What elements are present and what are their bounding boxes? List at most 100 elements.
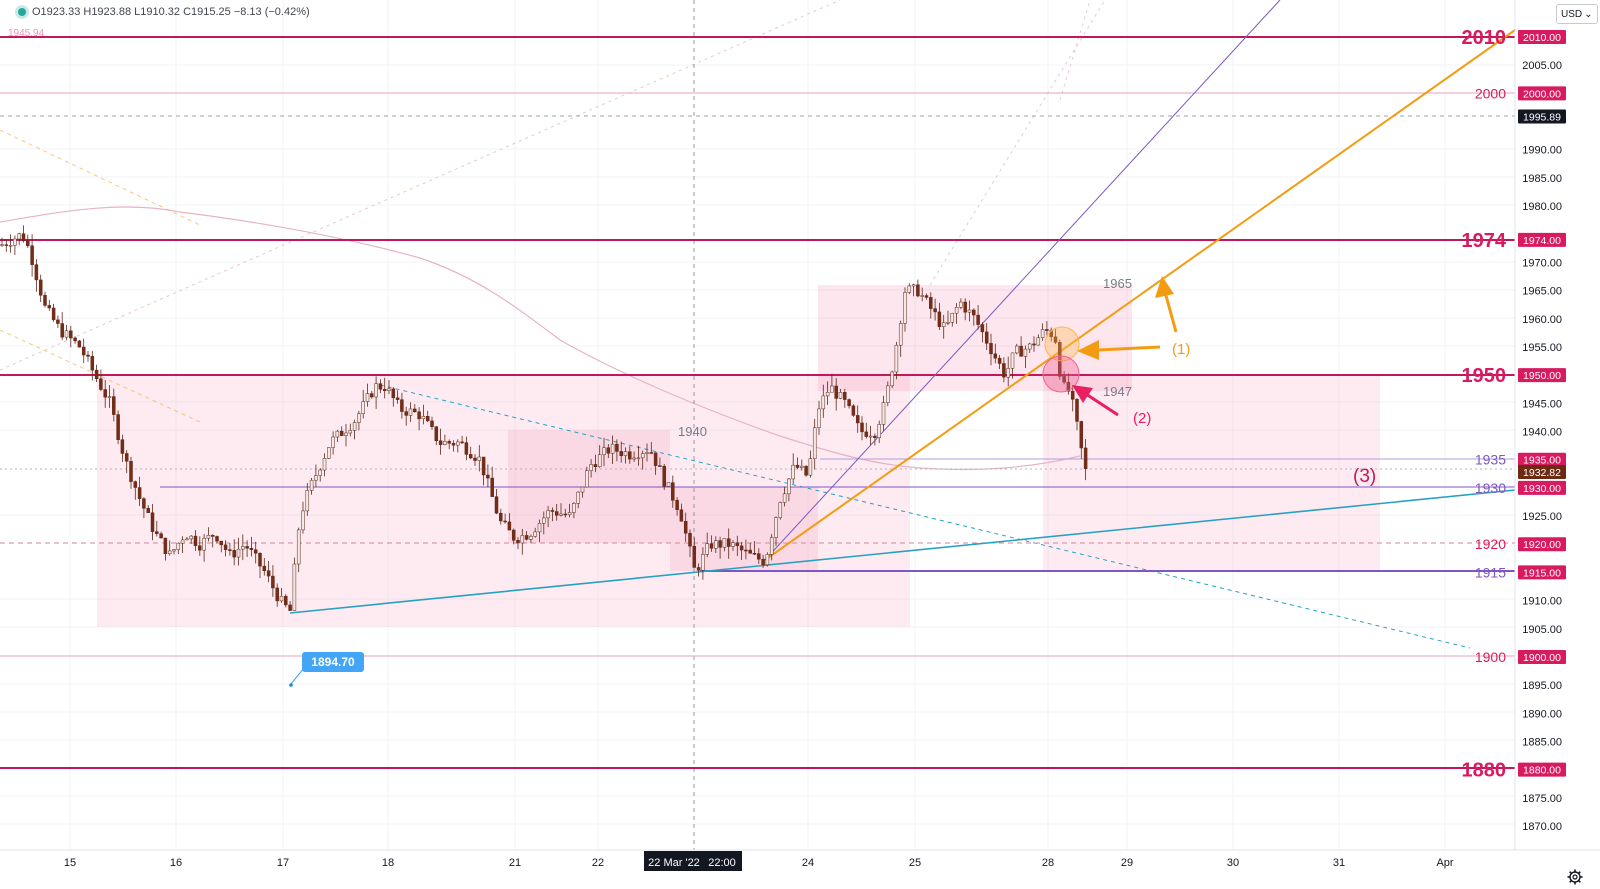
- candle-body: [90, 356, 95, 371]
- candle-body: [855, 415, 860, 424]
- candle-body: [1066, 381, 1071, 392]
- price-badge-label: 1920.00: [1523, 539, 1561, 551]
- level-label-1935: 1935: [1475, 452, 1506, 468]
- candle-body: [219, 540, 224, 546]
- candle-body: [946, 321, 950, 324]
- price-badge: [1518, 537, 1566, 552]
- candle-body: [1040, 329, 1045, 339]
- candle-body: [1002, 363, 1006, 378]
- price-tick-label: 2005.00: [1522, 60, 1562, 72]
- candle-body: [473, 457, 477, 461]
- candle-body: [167, 550, 172, 555]
- candle-body: [4, 244, 9, 246]
- ohlc-legend: O1923.33 H1923.88 L1910.32 C1915.25 −8.1…: [18, 6, 310, 18]
- candle-body: [331, 436, 335, 448]
- level-label-1915: 1915: [1475, 564, 1506, 580]
- candle-body: [146, 508, 150, 513]
- currency-label: USD: [1561, 8, 1583, 20]
- zone-label-1940: 1940: [678, 424, 707, 439]
- price-badge-label: 1974.00: [1523, 235, 1561, 247]
- candle-body: [739, 545, 744, 551]
- candle-body: [456, 441, 460, 446]
- pink-arrow: [1072, 385, 1119, 417]
- breakdown-highlight-circle: [1042, 355, 1080, 393]
- candle-body: [206, 534, 211, 539]
- candle-body: [701, 554, 705, 571]
- candle-body: [150, 512, 155, 532]
- candle-body: [258, 552, 262, 567]
- candle-body: [662, 465, 666, 487]
- time-tick-label: 21: [509, 857, 521, 869]
- marker-label-3: (3): [1353, 466, 1376, 487]
- price-tick-label: 1970.00: [1522, 257, 1562, 269]
- candle-body: [99, 378, 103, 390]
- candle-body: [266, 570, 271, 577]
- candle-body: [800, 465, 804, 468]
- price-tick-label: 1870.00: [1522, 821, 1562, 833]
- candle-body: [107, 396, 112, 398]
- candle-body: [73, 337, 77, 342]
- candle-body: [653, 452, 658, 466]
- candle-body: [198, 545, 202, 551]
- candle-body: [520, 535, 525, 544]
- candle-body: [774, 517, 778, 538]
- price-axis[interactable]: 2005.00 1990.00 1985.00 1980.00 1970.00 1965.…: [1522, 60, 1562, 833]
- candle-body: [137, 487, 142, 499]
- candle-body: [692, 545, 697, 568]
- candle-body: [572, 503, 576, 513]
- price-tick-label: 1875.00: [1522, 793, 1562, 805]
- candle-body: [468, 454, 473, 459]
- candle-body: [817, 408, 821, 428]
- candle-body: [236, 548, 241, 558]
- candle-body: [413, 408, 417, 413]
- candle-body: [352, 422, 357, 431]
- price-badge-label: 1880.00: [1523, 765, 1561, 777]
- candle-body: [288, 604, 292, 611]
- currency-dropdown[interactable]: USD ⌄: [1556, 4, 1598, 24]
- candle-body: [275, 587, 279, 602]
- candle-body: [301, 510, 305, 531]
- candle-body: [1006, 368, 1010, 378]
- candle-body: [34, 264, 39, 281]
- candle-body: [322, 458, 327, 471]
- candle-body: [714, 540, 718, 549]
- candle-body: [142, 498, 146, 509]
- candle-body: [847, 399, 851, 407]
- time-tick-label: 18: [382, 857, 394, 869]
- zone-1930-1915: [670, 487, 818, 571]
- price-tick-label: 1925.00: [1522, 511, 1562, 523]
- price-badge: [1518, 368, 1566, 383]
- candle-body: [189, 535, 193, 540]
- candle-body: [632, 457, 636, 460]
- candle-body: [731, 542, 735, 547]
- price-tick-label: 1905.00: [1522, 624, 1562, 636]
- candle-body: [645, 452, 649, 454]
- candle-body: [202, 537, 206, 551]
- crosshair-date: 22 Mar '22: [648, 857, 700, 869]
- level-label-1974: 1974: [1462, 230, 1507, 252]
- candle-body: [769, 537, 774, 555]
- candle-body: [13, 238, 17, 246]
- time-axis[interactable]: 15 16 17 18 21 22 24 25 28 29 30 31 Apr: [64, 857, 1454, 869]
- candle-body: [675, 500, 679, 510]
- breakout-highlight-circle: [1044, 326, 1080, 362]
- gear-icon[interactable]: [1566, 868, 1584, 886]
- candle-body: [262, 565, 267, 572]
- candle-body: [1062, 376, 1066, 383]
- candle-body: [17, 233, 21, 240]
- time-tick-label: Apr: [1436, 857, 1453, 869]
- candle-body: [499, 512, 503, 522]
- candle-body: [580, 486, 585, 493]
- time-tick-label: 15: [64, 857, 76, 869]
- price-axis-background: [1515, 0, 1600, 850]
- candle-body: [339, 430, 344, 436]
- candle-body: [1058, 342, 1062, 377]
- price-tick-label: 1945.00: [1522, 398, 1562, 410]
- candle-body: [834, 385, 838, 399]
- candle-body: [1027, 343, 1032, 350]
- candle-body: [64, 330, 69, 338]
- marker-label-1: (1): [1172, 341, 1190, 358]
- candle-body: [193, 535, 198, 546]
- candle-body: [916, 284, 920, 297]
